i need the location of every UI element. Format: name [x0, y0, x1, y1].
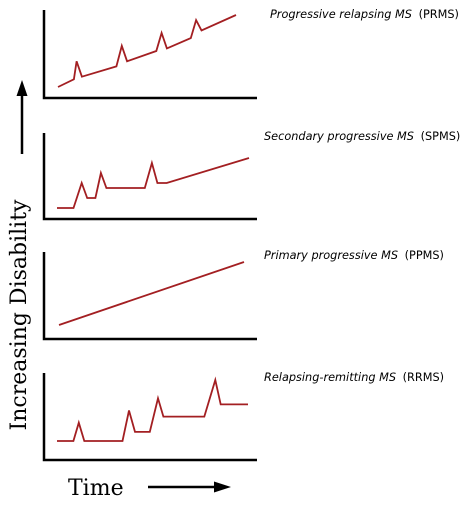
panel-ppms-title-abbr: (PPMS) [405, 249, 444, 262]
panel-spms-title: Secondary progressive MS (SPMS) [264, 130, 460, 143]
x-axis-label: Time [68, 476, 124, 501]
panel-rrms-title-abbr: (RRMS) [403, 371, 444, 384]
panel-prms-title: Progressive relapsing MS (PRMS) [270, 8, 459, 21]
panel-rrms-curve [57, 376, 248, 442]
x-axis-arrowhead [214, 481, 231, 493]
panel-spms-title-abbr: (SPMS) [421, 130, 461, 143]
panel-prms: Progressive relapsing MS (PRMS) [42, 8, 459, 100]
panel-spms-title-main: Secondary progressive MS [264, 130, 414, 143]
panel-rrms-title-main: Relapsing-remitting MS [264, 371, 396, 384]
panel-ppms-title: Primary progressive MS (PPMS) [264, 249, 444, 262]
panel-prms-curve [57, 14, 237, 88]
y-axis-arrowhead [16, 80, 28, 96]
panel-ppms: Primary progressive MS (PPMS) [42, 249, 444, 341]
panel-spms-curve [57, 157, 250, 209]
panel-spms: Secondary progressive MS (SPMS) [42, 130, 460, 221]
panel-rrms-title: Relapsing-remitting MS (RRMS) [264, 371, 444, 384]
panel-prms-title-main: Progressive relapsing MS [270, 8, 412, 21]
y-axis-label: Increasing Disability [7, 199, 32, 431]
panel-prms-axes [42, 10, 257, 100]
panel-ppms-axes [42, 252, 257, 341]
panel-rrms: Relapsing-remitting MS (RRMS) [42, 371, 444, 462]
panel-spms-axes [42, 133, 257, 221]
panel-rrms-axes [42, 373, 257, 462]
panel-prms-title-abbr: (PRMS) [419, 8, 459, 21]
panel-ppms-title-main: Primary progressive MS [264, 249, 398, 262]
panel-ppms-curve [58, 261, 245, 326]
